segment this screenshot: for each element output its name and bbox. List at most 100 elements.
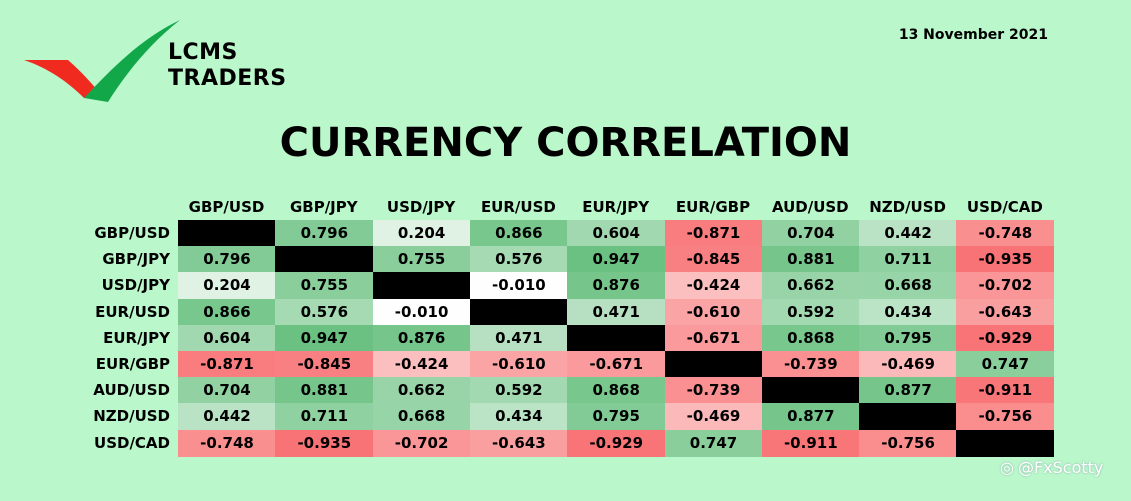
diagonal-cell (372, 272, 471, 300)
row-header: EUR/JPY (103, 328, 170, 347)
correlation-cell: 0.877 (859, 377, 958, 405)
logo-green-swoosh (84, 20, 180, 102)
correlation-cell: -0.845 (664, 246, 763, 274)
correlation-cell: 0.755 (275, 272, 374, 300)
correlation-cell: -0.469 (859, 351, 958, 378)
correlation-cell: 0.471 (567, 298, 666, 326)
correlation-cell: -0.929 (567, 429, 666, 457)
diagonal-cell (761, 377, 860, 405)
correlation-cell: 0.442 (178, 403, 276, 431)
correlation-cell: 0.204 (178, 272, 276, 300)
row-header: GBP/USD (94, 224, 170, 242)
correlation-cell: 0.704 (761, 220, 860, 247)
correlation-cell: 0.604 (178, 324, 276, 352)
correlation-cell: 0.668 (372, 403, 471, 431)
page-title: CURRENCY CORRELATION (279, 120, 852, 166)
correlation-cell: -0.756 (859, 429, 958, 457)
correlation-cell: -0.756 (956, 403, 1055, 431)
column-header: EUR/JPY (582, 198, 650, 216)
diagonal-cell (664, 351, 763, 378)
correlation-cell: 0.592 (761, 298, 860, 326)
correlation-cell: 0.604 (567, 220, 666, 247)
correlation-cell: -0.871 (178, 351, 276, 378)
column-header: EUR/GBP (675, 198, 751, 216)
diagonal-cell (567, 324, 666, 352)
correlation-cell: 0.876 (567, 272, 666, 300)
correlation-cell: 0.795 (567, 403, 666, 431)
column-header: AUD/USD (771, 198, 849, 216)
correlation-cell: -0.748 (956, 220, 1055, 247)
correlation-cell: 0.592 (469, 377, 568, 405)
correlation-cell: -0.845 (275, 351, 374, 378)
correlation-cell: -0.424 (664, 272, 763, 300)
correlation-cell: 0.796 (178, 246, 276, 274)
watermark-text: @FxScotty (1017, 458, 1104, 477)
correlation-cell: -0.424 (372, 351, 471, 378)
correlation-cell: 0.947 (567, 246, 666, 274)
correlation-cell: -0.702 (372, 429, 471, 457)
lcms-logo-swoosh-icon (24, 20, 180, 102)
row-header: EUR/GBP (95, 355, 170, 373)
correlation-cell: 0.795 (859, 324, 958, 352)
row-header: AUD/USD (93, 381, 170, 400)
correlation-cell: 0.868 (567, 377, 666, 405)
logo-red-swoosh (24, 60, 104, 98)
diagonal-cell (859, 403, 958, 431)
column-header: USD/JPY (386, 198, 456, 216)
correlation-cell: 0.711 (275, 403, 374, 431)
correlation-cell: -0.469 (664, 403, 763, 431)
correlation-cell: 0.442 (859, 220, 958, 247)
diagonal-cell (956, 429, 1055, 457)
correlation-cell: 0.662 (761, 272, 860, 300)
correlation-cell: 0.947 (275, 324, 374, 352)
correlation-cell: -0.911 (956, 377, 1055, 405)
column-header: GBP/JPY (289, 198, 358, 216)
column-header: NZD/USD (869, 198, 946, 216)
correlation-cell: 0.796 (275, 220, 374, 247)
correlation-cell: 0.866 (469, 220, 568, 247)
correlation-cell: -0.610 (469, 351, 568, 378)
correlation-cell: 0.868 (761, 324, 860, 352)
row-header: USD/CAD (94, 433, 170, 452)
diagonal-cell (178, 220, 276, 247)
correlation-cell: 0.711 (859, 246, 958, 274)
brand-line-2: TRADERS (168, 66, 287, 91)
correlation-cell: 0.704 (178, 377, 276, 405)
correlation-cell: 0.755 (372, 246, 471, 274)
correlation-cell: -0.739 (664, 377, 763, 405)
brand-name: LCMS TRADERS (168, 40, 287, 92)
correlation-cell: -0.610 (664, 298, 763, 326)
correlation-cell: 0.576 (469, 246, 568, 274)
correlation-cell: -0.748 (178, 429, 276, 457)
correlation-cell: 0.881 (761, 246, 860, 274)
correlation-cell: -0.911 (761, 429, 860, 457)
row-header: USD/JPY (101, 276, 170, 295)
diagonal-cell (469, 298, 568, 326)
diagonal-cell (275, 246, 374, 274)
correlation-cell: -0.671 (664, 324, 763, 352)
correlation-cell: -0.739 (761, 351, 860, 378)
row-header: NZD/USD (93, 407, 170, 426)
correlation-cell: -0.643 (469, 429, 568, 457)
correlation-cell: -0.010 (469, 272, 568, 300)
column-header: USD/CAD (966, 198, 1043, 216)
row-header: GBP/JPY (102, 250, 170, 269)
correlation-cell: -0.643 (956, 298, 1055, 326)
correlation-cell: 0.576 (275, 298, 374, 326)
correlation-cell: -0.929 (956, 324, 1055, 352)
correlation-cell: 0.877 (761, 403, 860, 431)
correlation-cell: -0.702 (956, 272, 1055, 300)
correlation-cell: 0.747 (664, 429, 763, 457)
correlation-cell: 0.434 (859, 298, 958, 326)
row-header: EUR/USD (95, 302, 170, 321)
correlation-cell: 0.668 (859, 272, 958, 300)
report-date: 13 November 2021 (898, 27, 1048, 43)
correlation-cell: 0.471 (469, 324, 568, 352)
correlation-cell: 0.662 (372, 377, 471, 405)
correlation-cell: 0.876 (372, 324, 471, 352)
weibo-icon: ◎ (1000, 458, 1014, 477)
column-header: EUR/USD (480, 198, 556, 216)
brand-line-1: LCMS (168, 40, 238, 65)
correlation-cell: 0.204 (372, 220, 471, 247)
correlation-cell: -0.871 (664, 220, 763, 247)
